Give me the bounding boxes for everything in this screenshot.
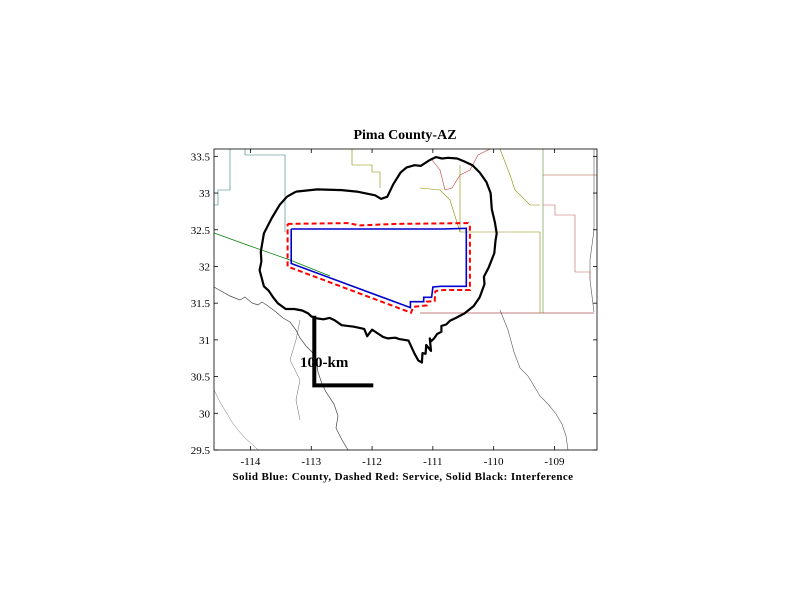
mexico-coastline <box>214 286 349 450</box>
plot-frame <box>213 148 598 451</box>
county-line-brown-2 <box>543 204 591 280</box>
y-tick-label: 31.5 <box>191 298 211 310</box>
county-line-brown <box>543 174 597 200</box>
us-mexico-border-west <box>214 232 331 277</box>
y-axis: 29.5 30 30.5 31 31.5 32 32.5 33 33.5 <box>191 151 597 457</box>
map-caption: Solid Blue: County, Dashed Red: Service,… <box>233 471 574 483</box>
y-tick-label: 30 <box>199 408 211 420</box>
mexico-river <box>499 309 569 450</box>
x-tick-label: -111 <box>423 456 442 468</box>
scale-bar-line <box>312 315 374 388</box>
contours <box>258 156 498 364</box>
x-tick-label: -109 <box>544 456 565 468</box>
x-tick-label: -114 <box>241 456 261 468</box>
y-tick-label: 31 <box>199 335 210 347</box>
y-tick-label: 32 <box>199 261 210 273</box>
background-boundaries <box>214 149 597 450</box>
y-tick-label: 32.5 <box>191 225 211 237</box>
mexico-inland-line <box>214 389 259 450</box>
county-boundary <box>290 227 468 309</box>
x-tick-label: -113 <box>301 456 321 468</box>
county-line-olive-3 <box>499 149 540 206</box>
county-line-olive-2 <box>459 165 541 313</box>
county-line-olive-4 <box>419 187 461 233</box>
county-line-teal <box>214 149 231 206</box>
service-contour <box>286 222 471 314</box>
map-title: Pima County-AZ <box>353 128 456 143</box>
state-line-east <box>589 149 595 313</box>
county-line-olive <box>351 149 381 188</box>
y-tick-label: 33.5 <box>191 151 211 163</box>
y-tick-label: 30.5 <box>191 372 211 384</box>
interference-contour <box>258 156 498 364</box>
y-tick-label: 33 <box>199 188 211 200</box>
x-axis: -114 -113 -112 -111 -110 -109 <box>241 149 565 468</box>
plot-background <box>214 149 597 450</box>
scale-bar: 100-km <box>300 315 374 388</box>
x-tick-label: -112 <box>362 456 382 468</box>
mexico-state-line <box>289 319 301 421</box>
y-tick-label: 29.5 <box>191 445 211 457</box>
county-line-red <box>431 149 491 191</box>
scale-bar-label: 100-km <box>300 355 349 371</box>
county-line-teal-2 <box>244 149 286 232</box>
x-tick-label: -110 <box>484 456 504 468</box>
